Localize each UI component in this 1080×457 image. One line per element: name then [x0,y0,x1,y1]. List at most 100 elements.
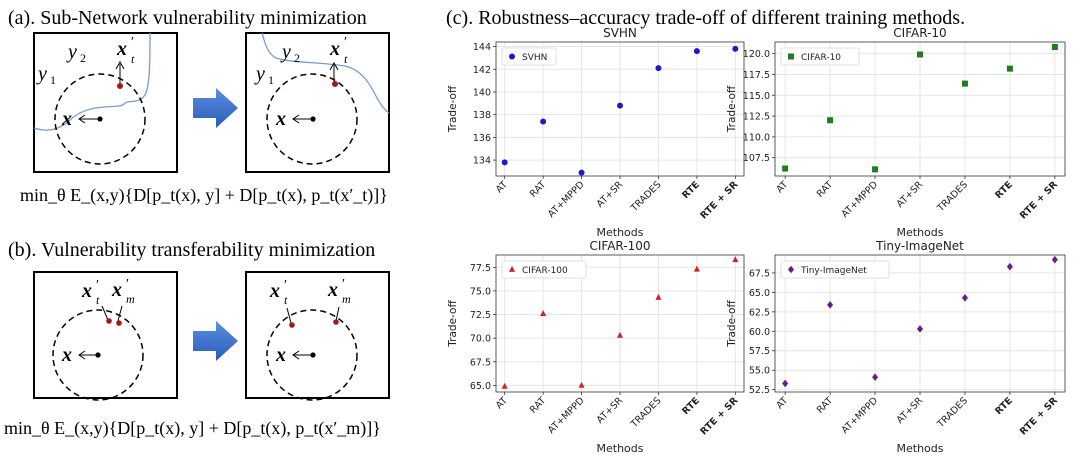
x-tick-label: RTE [680,179,702,201]
svg-text:′: ′ [284,278,287,293]
data-point [827,117,834,124]
legend-marker [788,53,794,60]
data-point [872,373,879,382]
x-tick-label: TRADES [628,179,663,214]
legend-box [780,47,860,66]
legend-box [780,260,890,279]
x-tick-label: RTE + SR [698,395,741,438]
chart-4: Tiny-ImageNet 52.5 55.0 57.5 60.0 62.5 65.0 67.… [726,239,1066,455]
method-illustration: (a). Sub-Network vulnerability minimizat… [4,7,390,439]
y-tick-label: 136 [473,133,491,144]
y-tick-label: 107.5 [743,153,770,164]
y-tick-label: 70.0 [470,334,491,345]
y-tick-label: 62.5 [749,307,770,318]
svg-text:x: x [329,38,340,60]
svg-text:x: x [61,108,72,130]
y-tick-label: 120.0 [743,49,770,60]
data-point [693,265,700,272]
chart-title: SVHN [603,26,637,40]
svg-text:t: t [131,52,135,66]
svg-text:x: x [61,344,72,366]
svg-text:y: y [280,41,291,63]
svg-text:m: m [342,292,351,306]
y-tick-label: 144 [473,42,491,53]
x-tick-label: TRADES [628,395,663,430]
svg-text:′: ′ [131,35,134,50]
equation-b: min_θ E_(x,y){D[p_t(x), y] + D[p_t(x), p… [4,418,381,439]
y-axis-label: Trade-off [726,85,738,133]
data-point [540,309,547,316]
x-tick-label: RAT [815,179,835,199]
y-tick-label: 67.5 [470,357,491,368]
x-axis-label: Methods [597,442,644,455]
x-tick-label: AT [494,179,510,195]
legend-label: Tiny-ImageNet [800,266,867,276]
y-axis-label: Trade-off [447,85,459,133]
data-point [578,169,585,176]
panel-b-before: x ′t x ′m x [33,271,178,401]
x-tick-label: AT+MPPD [840,179,881,220]
legend-box [501,47,557,66]
data-point [732,256,739,263]
svg-text:x: x [275,344,286,366]
x-tick-label: TRADES [935,179,970,214]
data-point [501,382,508,389]
legend-box [501,260,587,279]
chart-3: CIFAR-100 65.0 67.5 70.0 72.5 75.0 77.5 Trade-o… [447,239,745,455]
x-tick-label: RTE [680,395,702,417]
x-tick-label: RTE + SR [1018,179,1061,222]
svg-text:2: 2 [294,51,300,65]
data-point [617,102,623,109]
x-tick-label: TRADES [935,395,970,430]
y-axis-label: Trade-off [447,300,459,348]
svg-text:y: y [254,63,265,85]
svg-text:t: t [96,293,100,307]
svg-text:′: ′ [126,277,129,292]
y-tick-label: 55.0 [749,366,770,377]
y-tick-label: 67.5 [749,268,770,279]
y-tick-label: 140 [473,87,491,98]
data-point [917,325,923,333]
x-tick-label: AT+SR [595,395,626,426]
x-tick-label: AT [494,395,510,411]
legend-marker [509,53,515,60]
svg-text:1: 1 [50,73,56,87]
y-tick-label: 72.5 [470,310,491,321]
panel-b-title: (b). Vulnerability transferability minim… [8,239,375,261]
legend-label: CIFAR-10 [801,53,841,63]
data-point [732,45,739,52]
y-tick-label: 117.5 [743,70,770,81]
x-axis-label: Methods [597,226,644,239]
x-tick-label: RTE [993,395,1015,417]
data-point [917,51,923,58]
svg-text:2: 2 [80,51,86,65]
legend-marker [788,265,794,274]
y-tick-label: 112.5 [743,112,770,123]
svg-text:x: x [275,108,286,130]
data-point [1051,43,1058,50]
svg-text:t: t [284,293,288,307]
x-axis-label: Methods [897,442,944,455]
x-tick-label: RAT [528,395,548,415]
y-tick-label: 60.0 [749,327,770,338]
svg-text:x: x [116,38,127,60]
y-tick-label: 134 [473,156,491,167]
data-point [617,331,623,338]
svg-text:′: ′ [344,35,347,50]
x-tick-label: RTE + SR [1018,395,1061,438]
data-point [961,294,968,302]
panel-a-title: (a). Sub-Network vulnerability minimizat… [8,7,367,29]
data-point [1006,65,1013,72]
legend-label: SVHN [522,53,547,63]
svg-text:t: t [344,52,348,66]
equation-a: min_θ E_(x,y){D[p_t(x), y] + D[p_t(x), p… [20,185,388,206]
y-tick-label: 110.0 [743,132,770,143]
panel-b-after: x ′t x ′m x [245,271,390,401]
x-tick-label: AT [774,395,790,411]
x-tick-label: AT+MPPD [840,395,881,436]
legend-marker [509,265,515,272]
x-tick-label: AT+SR [595,179,626,210]
chart-1: SVHN 134 136 138 140 142 144 Trade-off AT RATAT+M… [447,26,745,239]
data-point [501,159,508,166]
